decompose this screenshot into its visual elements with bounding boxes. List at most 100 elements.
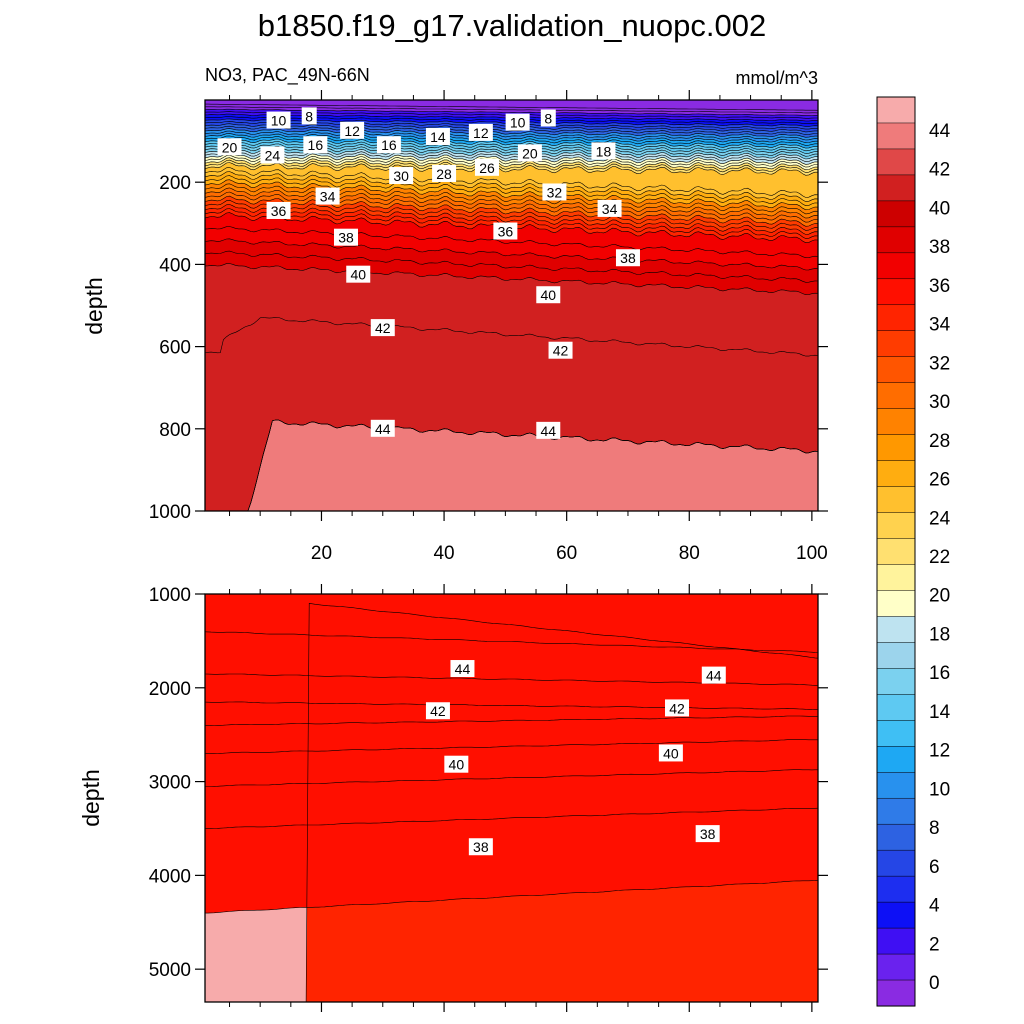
- lower-contour-labels: 44 44 42 42 40 40 38 38: [425, 660, 726, 856]
- contour-label-box: [370, 319, 395, 337]
- contour-label: 16: [303, 136, 328, 154]
- contour-label-text: 34: [320, 189, 336, 205]
- contour-line: [205, 226, 818, 259]
- contour-line: [205, 769, 818, 787]
- colorbar-bin: [876, 797, 916, 825]
- x-tick-label: 100: [796, 543, 828, 564]
- contour-label-box: [540, 109, 556, 127]
- contour-label-box: [266, 201, 291, 219]
- contour-label: 34: [315, 187, 340, 205]
- y-tick-label: 800: [159, 420, 191, 441]
- colorbar-tick-label: 14: [929, 702, 951, 723]
- contour-label-box: [517, 144, 542, 162]
- contour-label-text: 44: [455, 661, 471, 677]
- contour-label-text: 38: [700, 826, 716, 842]
- contour-label-box: [615, 249, 640, 267]
- contour-line: [205, 204, 818, 235]
- colorbar-bin: [876, 96, 916, 124]
- contour-label: 38: [615, 249, 640, 267]
- contour-line: [205, 103, 818, 111]
- contour-label-text: 16: [381, 137, 397, 153]
- colorbar-tick-label: 44: [929, 121, 951, 142]
- contour-label-text: 20: [522, 145, 538, 161]
- contour-label-box: [340, 121, 365, 139]
- colorbar-bin: [876, 122, 916, 150]
- contour-label: 30: [389, 167, 414, 185]
- contour-line: [205, 150, 818, 163]
- contour-label-text: 14: [430, 129, 446, 145]
- y-tick-label: 3000: [149, 773, 191, 794]
- contour-label-box: [493, 222, 518, 240]
- colorbar-tick-label: 8: [929, 818, 940, 839]
- contour-label-text: 28: [436, 166, 452, 182]
- colorbar-tick-label: 30: [929, 392, 950, 413]
- contour-label: 32: [542, 183, 567, 201]
- colorbar-bin: [876, 434, 916, 462]
- upper-y-axis-label: depth: [81, 277, 107, 335]
- colorbar-bin: [876, 953, 916, 981]
- contour-label-box: [597, 199, 622, 217]
- contour-label-box: [474, 158, 499, 176]
- colorbar-tick-label: 2: [929, 934, 940, 955]
- contour-label-text: 26: [479, 160, 495, 176]
- contour-label: 34: [597, 199, 622, 217]
- contour-label-box: [425, 127, 450, 145]
- contour-label-text: 42: [430, 703, 446, 719]
- contour-label-text: 38: [338, 230, 354, 246]
- contour-line: [205, 603, 818, 1002]
- contour-line: [205, 125, 818, 135]
- colorbar-bin: [876, 590, 916, 617]
- contour-label-text: 40: [540, 287, 556, 303]
- colorbar-tick-label: 0: [929, 973, 940, 994]
- contour-label-text: 12: [344, 123, 360, 139]
- contour-line: [205, 317, 818, 357]
- colorbar-bin: [876, 720, 916, 747]
- lower-contour-lines: [205, 603, 818, 1002]
- colorbar-tick-label: 32: [929, 353, 950, 374]
- contour-label-box: [591, 142, 616, 160]
- contour-label-box: [536, 286, 561, 304]
- colorbar-bin: [876, 330, 916, 358]
- contour-label-box: [542, 183, 567, 201]
- contour-line: [205, 238, 818, 271]
- colorbar-bin: [876, 486, 916, 514]
- contour-label-text: 40: [663, 745, 679, 761]
- colorbar-tick-label: 18: [929, 625, 950, 646]
- contour-label-text: 10: [271, 113, 287, 129]
- variable-label: NO3, PAC_49N-66N: [205, 65, 370, 86]
- colorbar-bin: [876, 668, 916, 695]
- contour-band: [205, 594, 818, 914]
- contour-label: 28: [432, 164, 457, 182]
- contour-line: [205, 419, 818, 511]
- y-tick-label: 1000: [149, 585, 191, 606]
- colorbar-bin: [876, 408, 916, 436]
- contour-label: 40: [346, 265, 371, 283]
- contour-line: [205, 179, 818, 211]
- contour-label-text: 30: [393, 168, 409, 184]
- contour-label: 20: [517, 144, 542, 162]
- contour-label: 44: [536, 421, 561, 439]
- lower-y-tick-labels: 1000 2000 3000 4000 5000: [149, 585, 191, 981]
- y-tick-label: 1000: [149, 502, 191, 523]
- lower-plot-frame: [204, 593, 819, 1003]
- contour-label: 44: [450, 660, 475, 678]
- contour-label-box: [217, 138, 242, 156]
- contour-line: [205, 162, 818, 176]
- colorbar-bin: [876, 979, 916, 1007]
- contour-line: [205, 191, 818, 223]
- upper-plot-frame: [204, 99, 819, 512]
- contour-line: [205, 880, 818, 914]
- contour-label-text: 10: [510, 115, 526, 131]
- units-label: mmol/m^3: [736, 68, 818, 88]
- contour-line: [205, 152, 818, 165]
- contour-line: [205, 154, 818, 168]
- contour-label-box: [346, 265, 371, 283]
- contour-label-box: [315, 187, 340, 205]
- colorbar-frame: [876, 96, 916, 1007]
- colorbar-bin: [876, 252, 916, 280]
- contour-label: 42: [548, 341, 573, 359]
- contour-label-box: [450, 660, 475, 678]
- contour-line: [205, 250, 818, 283]
- contour-label-text: 12: [473, 125, 489, 141]
- contour-line: [205, 199, 818, 231]
